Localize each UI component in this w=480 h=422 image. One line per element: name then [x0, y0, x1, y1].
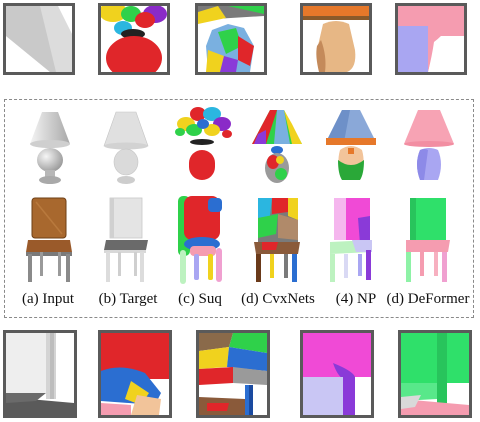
lamp-crop-input-image [6, 6, 72, 72]
chair-target [98, 194, 154, 286]
label-deformer: (d) DeFormer [386, 291, 470, 307]
lamp-crop-target [98, 3, 170, 75]
lamp-crop-suq [195, 3, 267, 75]
label-input: (a) Input [21, 291, 75, 307]
lamp-target [96, 104, 156, 186]
label-target: (b) Target [98, 291, 158, 307]
chair-suq [172, 194, 232, 286]
lamp-cvxnets [246, 104, 308, 186]
chair-np [322, 194, 382, 286]
label-np: (4) NP [335, 291, 377, 307]
lamp-np [320, 104, 382, 186]
lamp-input [20, 104, 80, 186]
chair-crop-suq [98, 330, 172, 418]
lamp-crop-np-image [398, 6, 464, 72]
chair-deformer [398, 194, 458, 286]
lamp-crop-np [395, 3, 467, 75]
chair-crop-input [3, 330, 77, 418]
chair-cvxnets [248, 194, 308, 286]
label-cvxnets: (d) CvxNets [241, 291, 315, 307]
lamp-crop-cvxnets-image [303, 6, 369, 72]
lamp-deformer [398, 104, 460, 186]
lamp-crop-suq-image [198, 6, 264, 72]
chair-crop-deformer [398, 330, 472, 418]
lamp-crop-cvxnets [300, 3, 372, 75]
lamp-crop-input [3, 3, 75, 75]
results-panel [4, 99, 474, 318]
label-suq: (c) Suq [178, 291, 222, 307]
lamp-suq [172, 102, 234, 186]
chair-crop-np [300, 330, 374, 418]
lamp-crop-target-image [101, 6, 167, 72]
chair-crop-cvxnets [196, 330, 270, 418]
chair-input [22, 194, 78, 286]
